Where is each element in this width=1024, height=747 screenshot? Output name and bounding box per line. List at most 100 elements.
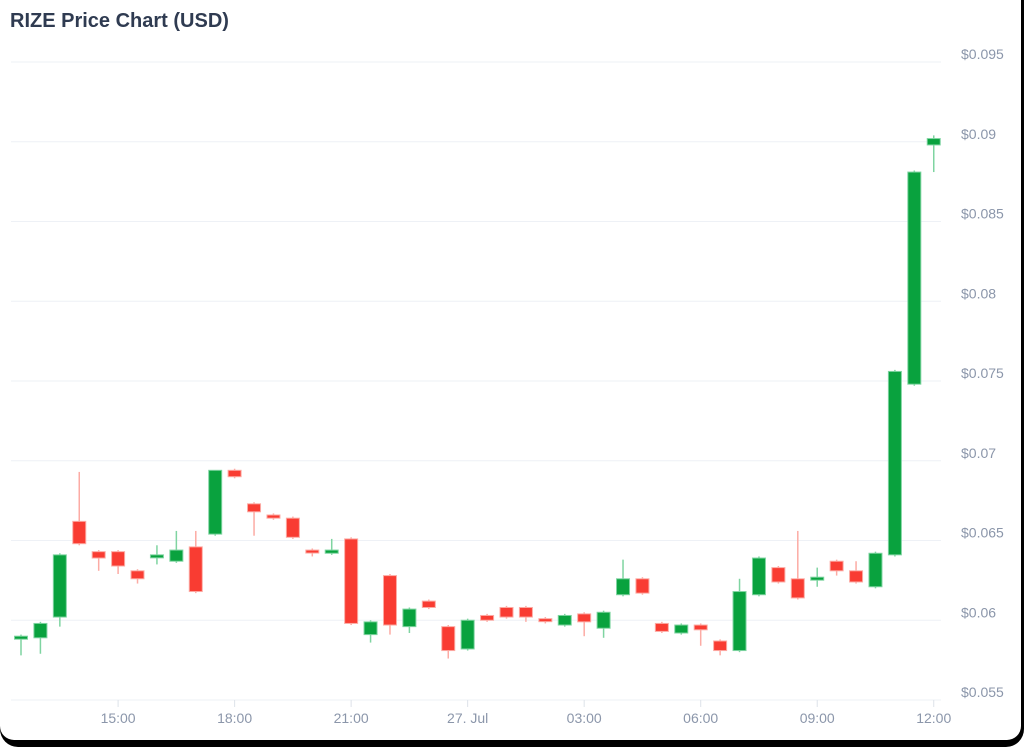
candle[interactable] — [72, 471, 87, 546]
candle[interactable] — [751, 556, 766, 597]
candle-body-down — [227, 469, 242, 478]
candle[interactable] — [305, 548, 320, 557]
candle[interactable] — [285, 516, 300, 539]
candle[interactable] — [518, 605, 533, 622]
y-axis-label: $0.095 — [961, 46, 1004, 62]
candle[interactable] — [421, 599, 436, 610]
candle-body-down — [635, 578, 650, 594]
candle-body-down — [499, 606, 514, 618]
candle[interactable] — [130, 569, 145, 584]
y-axis-label: $0.09 — [961, 126, 996, 142]
candle[interactable] — [14, 634, 28, 656]
candle[interactable] — [344, 537, 359, 626]
candle[interactable] — [557, 613, 572, 627]
candle-body-up — [557, 614, 572, 626]
x-axis-label: 27. Jul — [447, 710, 488, 726]
candle[interactable] — [538, 617, 553, 624]
candle-body-up — [616, 578, 631, 596]
candle-body-down — [441, 626, 456, 652]
candle[interactable] — [616, 559, 631, 597]
candle[interactable] — [654, 621, 669, 634]
candle-body-down — [654, 622, 669, 632]
candle[interactable] — [790, 530, 805, 600]
x-axis-label: 15:00 — [101, 710, 136, 726]
candle-body-down — [266, 514, 281, 519]
x-axis-label: 21:00 — [334, 710, 369, 726]
candle-body-down — [344, 538, 359, 624]
candle[interactable] — [849, 561, 864, 584]
candle[interactable] — [480, 613, 495, 622]
y-axis-label: $0.065 — [961, 525, 1004, 541]
y-axis-label: $0.055 — [961, 684, 1004, 700]
candle[interactable] — [111, 550, 126, 574]
candle[interactable] — [693, 623, 708, 646]
candle[interactable] — [247, 502, 262, 536]
y-axis-label: $0.06 — [961, 604, 996, 620]
candle-body-down — [188, 546, 203, 593]
candle-body-down — [713, 640, 728, 652]
candle-body-down — [538, 618, 553, 623]
candle[interactable] — [227, 468, 242, 479]
candle[interactable] — [635, 577, 650, 595]
candle-body-down — [421, 600, 436, 608]
candle-body-up — [907, 171, 922, 385]
x-axis-label: 09:00 — [800, 710, 835, 726]
candle[interactable] — [674, 623, 689, 635]
candle-body-down — [305, 549, 320, 554]
candle[interactable] — [907, 170, 922, 386]
candle[interactable] — [596, 610, 611, 638]
candle-body-up — [14, 635, 28, 640]
x-axis-label: 03:00 — [567, 710, 602, 726]
candle-body-up — [887, 370, 902, 556]
candle-body-down — [480, 614, 495, 621]
candle[interactable] — [829, 559, 844, 576]
candle[interactable] — [52, 553, 67, 627]
candle[interactable] — [91, 550, 106, 571]
y-axis-label: $0.08 — [961, 285, 996, 301]
candle[interactable] — [208, 469, 223, 536]
candle[interactable] — [926, 135, 941, 173]
candle-body-up — [596, 611, 611, 629]
candle[interactable] — [441, 625, 456, 659]
candle[interactable] — [324, 538, 339, 555]
candle-body-down — [285, 517, 300, 538]
y-axis-label: $0.075 — [961, 365, 1004, 381]
candle-body-down — [849, 570, 864, 583]
candle-body-up — [402, 608, 417, 628]
candle[interactable] — [169, 530, 184, 563]
candle[interactable] — [577, 612, 592, 637]
candle[interactable] — [188, 530, 203, 594]
candle[interactable] — [810, 567, 825, 587]
candle[interactable] — [460, 618, 475, 651]
y-axis-label: $0.085 — [961, 206, 1004, 222]
candle-body-up — [324, 549, 339, 554]
candle[interactable] — [149, 545, 164, 565]
candle-body-up — [868, 552, 883, 588]
candle-body-down — [247, 503, 262, 513]
candle[interactable] — [363, 620, 378, 643]
candle-body-down — [829, 560, 844, 572]
candle[interactable] — [732, 578, 747, 653]
candle[interactable] — [402, 607, 417, 634]
candle-body-down — [771, 567, 786, 583]
x-axis-label: 06:00 — [683, 710, 718, 726]
candle-body-up — [149, 554, 164, 559]
candle[interactable] — [887, 369, 902, 557]
candle-body-up — [751, 557, 766, 596]
candle-body-up — [169, 549, 184, 562]
candle-body-down — [130, 570, 145, 580]
candle[interactable] — [33, 621, 48, 654]
candle[interactable] — [771, 566, 786, 584]
candle[interactable] — [499, 605, 514, 619]
candle[interactable] — [868, 551, 883, 589]
candle-body-up — [810, 576, 825, 581]
candle[interactable] — [382, 573, 397, 635]
candle[interactable] — [713, 639, 728, 656]
candle-body-down — [518, 606, 533, 618]
candle-body-down — [790, 578, 805, 599]
candle[interactable] — [266, 513, 281, 520]
